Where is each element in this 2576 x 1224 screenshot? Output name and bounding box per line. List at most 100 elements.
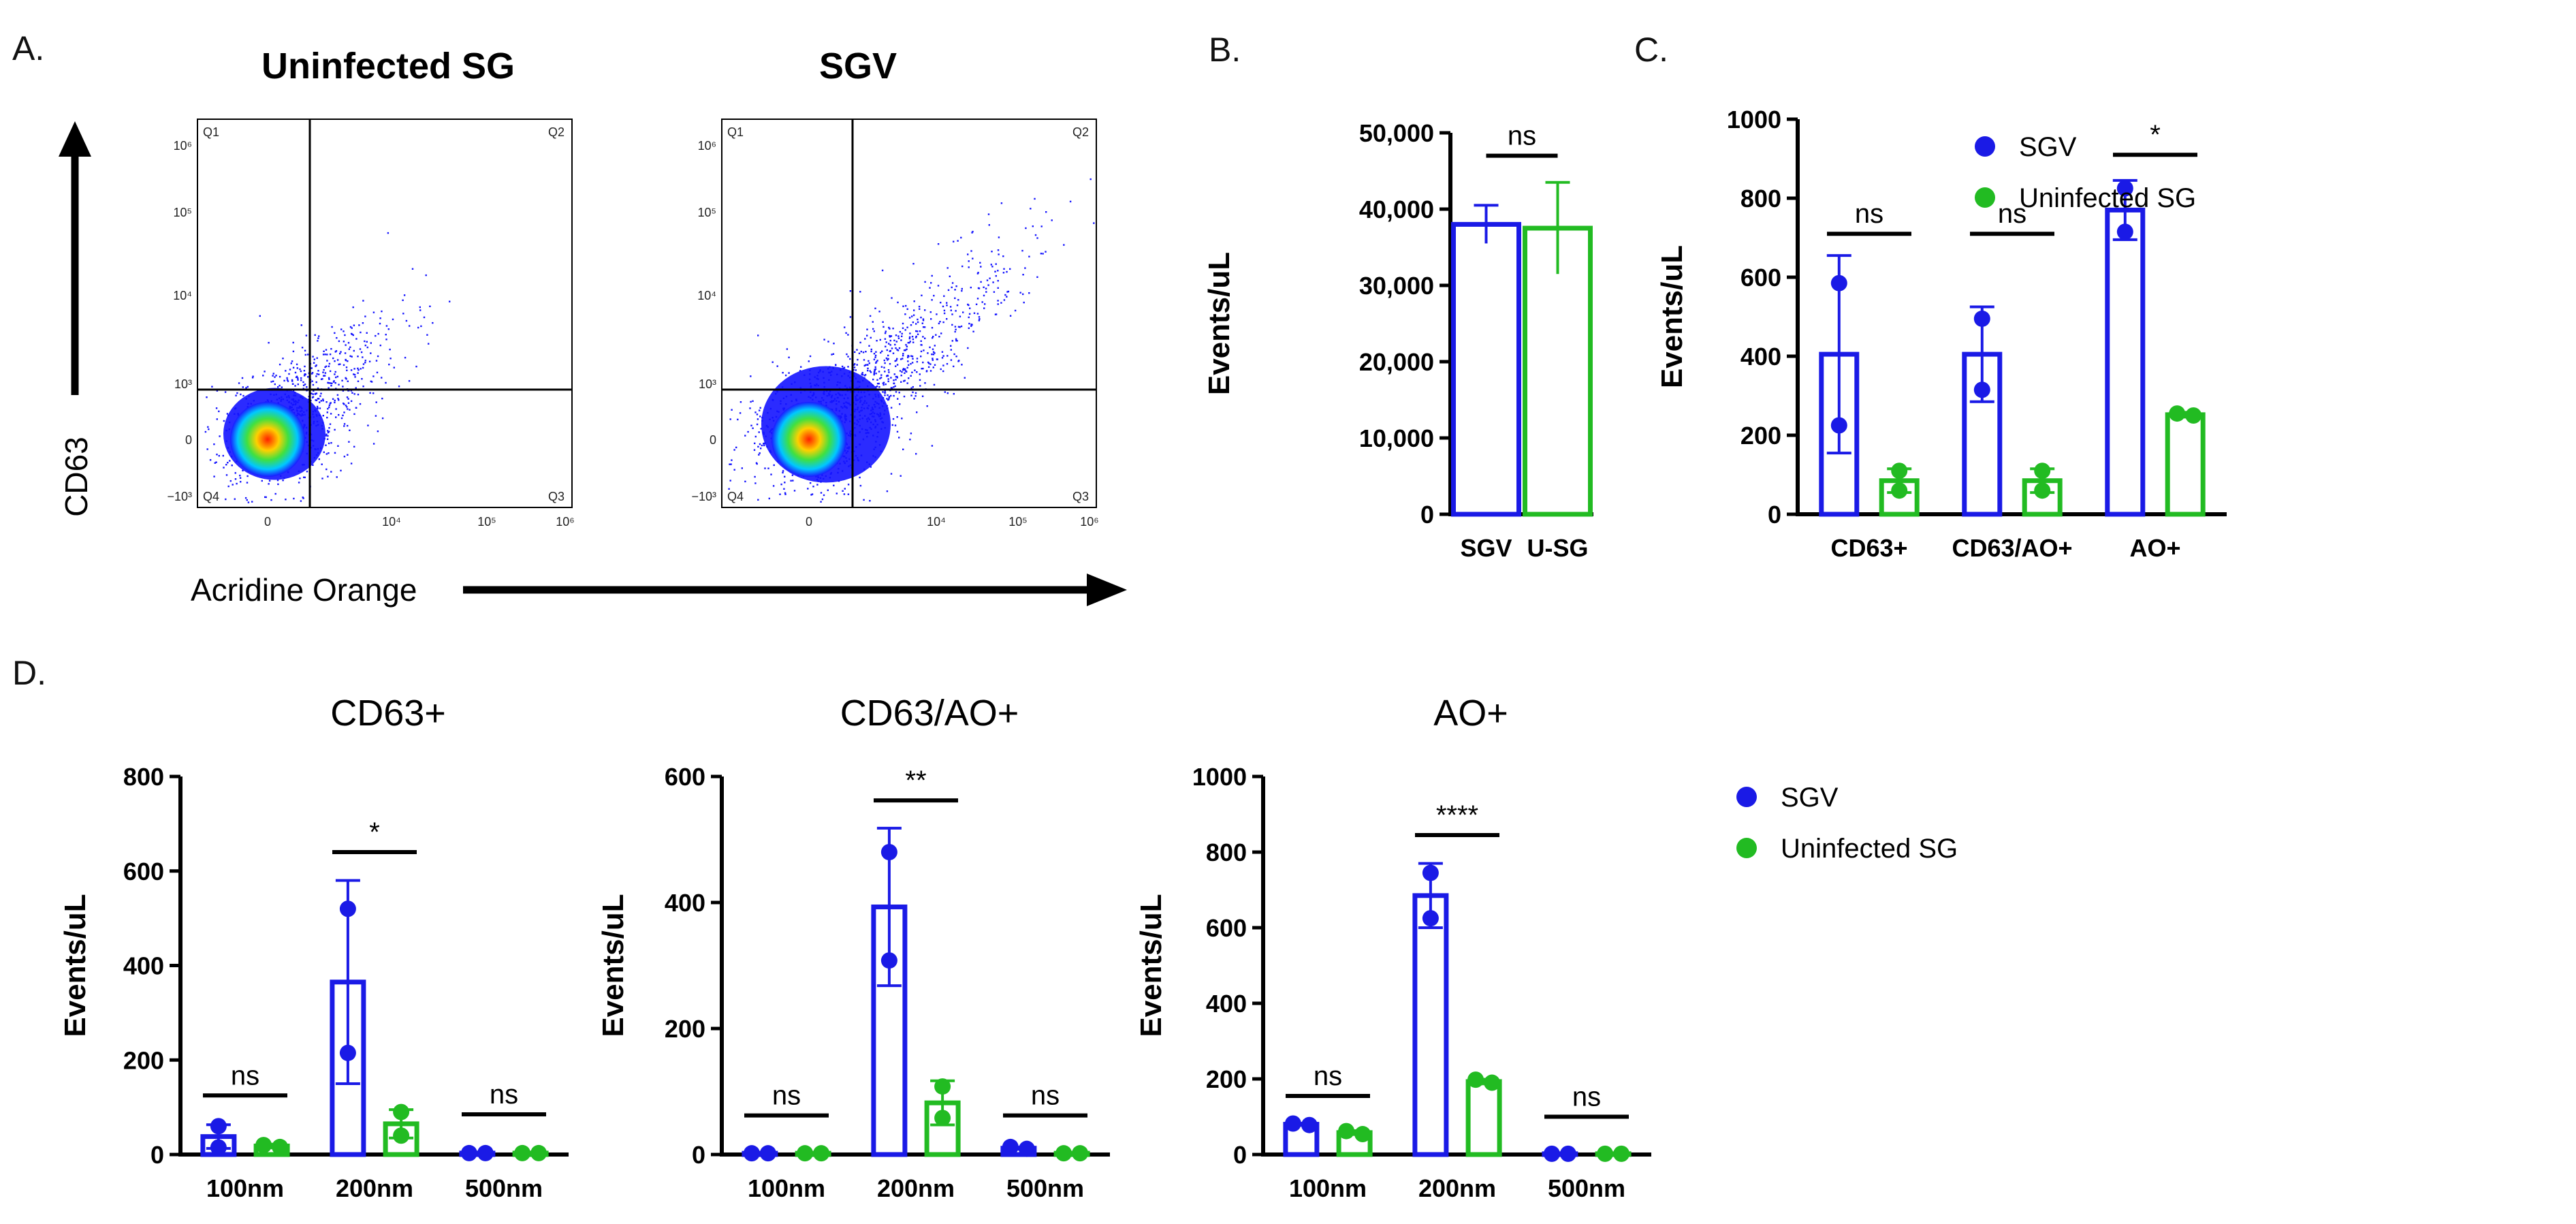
event-dot [904,313,906,315]
event-dot [912,391,914,394]
significance-label: ns [1031,1081,1060,1111]
event-dot [388,363,390,366]
event-dot [1069,200,1072,203]
event-dot [883,359,885,362]
event-dot [908,364,910,366]
event-dot [893,382,895,385]
event-dot [304,365,306,368]
event-dot [758,454,760,456]
chart-panel-d-cd63-ao: CD63/AO+ 0 200 400 600 Events/uL 100nm 200nm 500… [597,693,1110,1202]
event-dot [259,315,261,317]
event-dot [919,385,921,387]
event-dot [296,367,298,369]
event-dot [348,348,350,350]
event-dot [321,463,323,465]
event-dot [891,424,893,426]
event-dot [229,460,231,462]
event-dot [978,316,981,318]
event-dot [872,321,874,323]
event-dot [238,382,240,384]
event-dot [894,360,896,362]
data-point [1830,274,1847,292]
event-dot [892,352,895,354]
x-category-label: 500nm [1006,1174,1084,1202]
event-dot [330,442,332,444]
event-dot [844,488,846,490]
event-dot [767,467,769,469]
event-dot [252,375,254,377]
event-dot [983,307,985,309]
event-dot [429,305,431,307]
event-dot [353,349,355,352]
event-dot [949,306,952,308]
event-dot [757,334,759,336]
event-dot [274,376,276,378]
event-dot [944,391,946,393]
x-category-label: SGV [1460,534,1512,562]
event-dot [891,297,893,299]
event-dot [313,390,315,392]
event-dot [342,390,345,392]
event-dot [906,366,908,368]
event-dot [980,266,982,268]
event-dot [853,366,856,368]
event-dot [1000,202,1003,204]
event-dot [870,336,872,339]
event-dot [873,371,876,373]
event-dot [408,380,411,382]
event-dot [874,368,877,371]
event-dot [906,308,908,310]
y-axis-label: Events/uL [1134,894,1168,1037]
event-dot [773,464,775,467]
bar [2105,207,2146,517]
event-dot [291,380,293,382]
y-tick-label: 800 [1740,185,1781,213]
event-dot [330,471,332,473]
event-dot [349,409,351,411]
event-dot [915,323,917,325]
event-dot [885,345,887,347]
event-dot [925,371,928,373]
event-dot [900,358,902,360]
event-dot [311,367,313,369]
event-dot [357,356,359,358]
event-dot [863,359,865,361]
event-dot [337,398,339,400]
event-dot [992,281,994,283]
event-dot [320,392,322,394]
event-dot [366,332,368,334]
event-dot [900,381,902,383]
event-dot [793,490,796,492]
event-dot [330,382,332,384]
event-dot [932,366,934,368]
event-dot [236,392,238,394]
event-dot [910,363,912,365]
event-dot [357,394,360,396]
data-point [514,1144,531,1161]
event-dot [323,368,325,371]
event-dot [861,374,864,376]
event-dot [325,365,328,367]
event-dot [349,326,352,328]
event-dot [317,370,319,372]
event-dot [1045,211,1047,213]
event-dot [328,362,331,365]
event-dot [346,406,348,408]
data-point [880,844,897,860]
event-dot [315,375,317,377]
event-dot [338,383,340,386]
event-dot [292,366,295,368]
event-dot [411,268,414,270]
event-dot [343,456,346,458]
event-dot [983,294,985,297]
event-dot [282,480,284,482]
event-dot [920,316,922,319]
event-dot [947,355,949,357]
event-dot [336,336,338,339]
event-dot [750,401,752,403]
event-dot [312,383,315,386]
event-dot [375,415,377,417]
event-dot [1021,249,1023,252]
event-dot [889,344,891,346]
event-dot [211,386,213,388]
